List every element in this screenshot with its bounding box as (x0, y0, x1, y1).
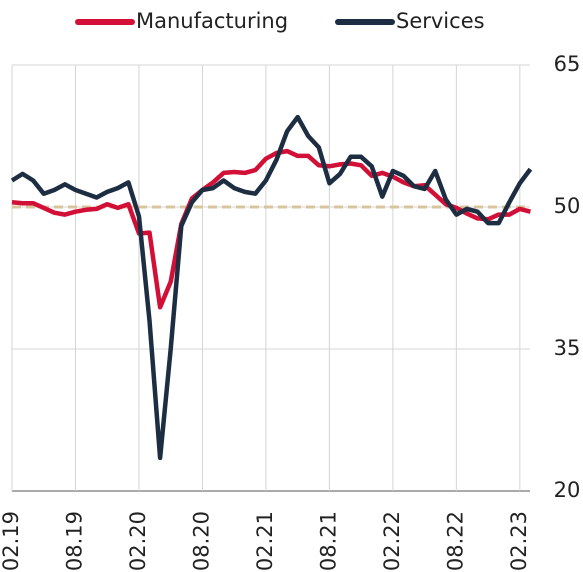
x-tick-label: 02.23 (507, 511, 531, 571)
x-tick-label: 02.21 (253, 511, 277, 571)
legend-label: Services (396, 9, 485, 33)
x-tick-label: 08.22 (443, 511, 467, 571)
x-tick-label: 08.19 (62, 511, 86, 571)
x-tick-label: 08.20 (189, 511, 213, 571)
y-tick-label: 20 (554, 478, 581, 502)
x-tick-label: 02.22 (380, 511, 404, 571)
y-tick-label: 65 (554, 52, 581, 76)
y-tick-label: 50 (554, 194, 581, 218)
line-series (10, 114, 533, 461)
y-tick-label: 35 (554, 336, 581, 360)
line-series (11, 148, 531, 310)
x-tick-label: 02.20 (126, 511, 150, 571)
legend-label: Manufacturing (136, 9, 288, 33)
x-tick-label: 08.21 (316, 511, 340, 571)
x-tick-label: 02.19 (0, 511, 23, 571)
